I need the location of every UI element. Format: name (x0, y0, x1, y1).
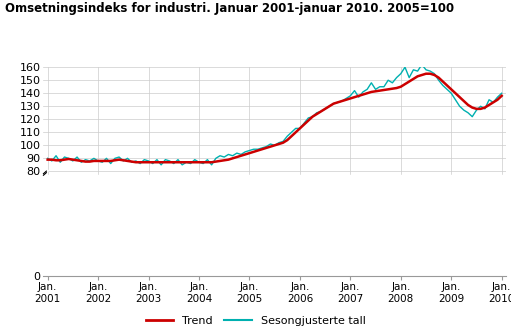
Bar (43, 175, 506, 276)
Text: Omsetningsindeks for industri. Januar 2001-januar 2010. 2005=100: Omsetningsindeks for industri. Januar 20… (5, 2, 454, 15)
Legend: Trend, Sesongjusterte tall: Trend, Sesongjusterte tall (141, 311, 370, 330)
